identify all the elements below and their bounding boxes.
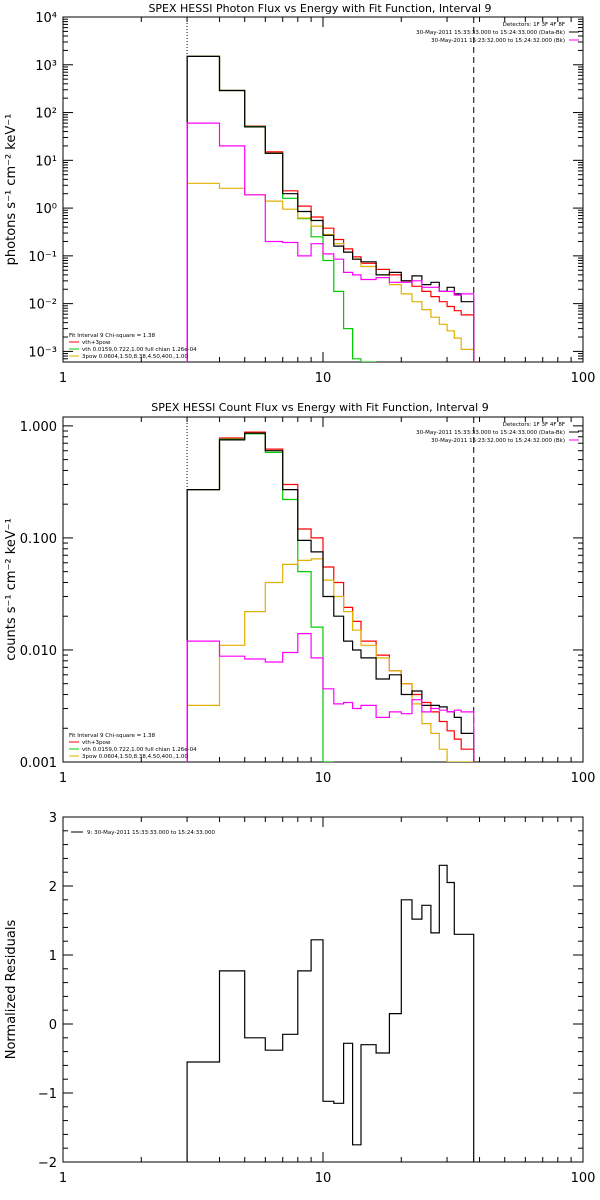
y-tick-label: 0	[49, 1018, 57, 1033]
legend-bottom-entry: Fit Interval 9 Chi-square = 1.38	[69, 333, 156, 339]
legend-top-entry: Detectors: 1F 3F 4F 8F	[503, 422, 565, 428]
series-line-4	[186, 122, 475, 362]
panel-photon-flux: SPEX HESSI Photon Flux vs Energy with Fi…	[4, 2, 595, 386]
y-tick-label: 10⁴	[35, 11, 57, 26]
x-tick-label: 10	[315, 1171, 332, 1186]
series-group	[186, 431, 475, 762]
series-group	[186, 55, 475, 362]
legend-bottom-entry: vth+3pow	[82, 340, 111, 346]
legend-bottom-entry: vth+3pow	[82, 740, 111, 746]
y-tick-label: 10¹	[35, 154, 57, 169]
legend-top-entry: 30-May-2011 15:23:32.000 to 15:24:32.000…	[431, 38, 565, 44]
y-tick-label: 10³	[35, 59, 57, 74]
series-group	[186, 864, 475, 1162]
legend-bottom-entry: vth 0.0159,0.722,1.00 full chian 1.26e-0…	[82, 347, 197, 353]
legend-bottom-entry: 3pow 0.0604,1.50,8.38,4.50,400.,1.00	[82, 354, 188, 360]
panel-count-flux: SPEX HESSI Count Flux vs Energy with Fit…	[4, 401, 595, 786]
series-line-2	[186, 558, 474, 762]
y-tick-label: 1.000	[20, 420, 57, 435]
y-tick-label: 2	[49, 880, 57, 895]
x-tick-label: 1	[59, 771, 67, 786]
x-tick-label: 10	[315, 771, 332, 786]
legend-top-entry: 30-May-2011 15:33:33.000 to 15:24:33.000…	[416, 430, 565, 436]
y-tick-label: −2	[38, 1156, 57, 1171]
x-tick-label: 100	[571, 1171, 596, 1186]
y-tick-label: 0.100	[20, 532, 57, 547]
series-line-1	[186, 433, 334, 762]
y-tick-label: 10⁻¹	[28, 250, 57, 265]
y-axis-label: Normalized Residuals	[4, 920, 19, 1060]
y-tick-label: 3	[49, 811, 57, 826]
series-line-4	[186, 633, 475, 762]
series-line-2	[186, 182, 475, 362]
x-tick-label: 10	[315, 371, 332, 386]
y-tick-label: 10⁻³	[28, 345, 57, 360]
chart-title: SPEX HESSI Count Flux vs Energy with Fit…	[151, 401, 488, 414]
legend-top-entry: 9: 30-May-2011 15:33:33.000 to 15:24:33.…	[87, 830, 216, 836]
x-tick-label: 1	[59, 1171, 67, 1186]
legend-top-entry: Detectors: 1F 3F 4F 8F	[503, 22, 565, 28]
legend-bottom-entry: 3pow 0.0604,1.50,8.38,4.50,400.,1.00	[82, 754, 188, 760]
series-line-1	[186, 55, 377, 362]
legend-bottom-entry: Fit Interval 9 Chi-square = 1.38	[69, 733, 156, 739]
legend-top-entry: 30-May-2011 15:33:33.000 to 15:24:33.000…	[416, 30, 565, 36]
x-tick-label: 100	[571, 771, 596, 786]
y-tick-label: 1	[49, 949, 57, 964]
panel-residuals: 1 10 100 −2 −1 0 1 2 3 Normalized Residuals 9: 30-…	[4, 811, 595, 1186]
y-axis-label: photons s⁻¹ cm⁻² keV⁻¹	[4, 114, 19, 266]
y-tick-label: 10²	[35, 107, 57, 122]
chart-title: SPEX HESSI Photon Flux vs Energy with Fi…	[148, 2, 491, 15]
y-tick-label: 10⁻²	[28, 298, 57, 313]
legend-top-entry: 30-May-2011 15:23:32.000 to 15:24:32.000…	[431, 438, 565, 444]
series-line-3	[186, 432, 475, 762]
y-tick-label: 0.001	[20, 756, 57, 771]
y-tick-label: 0.010	[20, 644, 57, 659]
y-axis-label: counts s⁻¹ cm⁻² keV⁻¹	[4, 518, 19, 661]
series-line-0	[186, 864, 475, 1162]
y-tick-label: 10⁰	[35, 202, 57, 217]
legend-bottom-entry: vth 0.0159,0.722,1.00 full chian 1.26e-0…	[82, 747, 197, 753]
y-tick-label: −1	[38, 1087, 57, 1102]
x-tick-label: 1	[59, 371, 67, 386]
x-tick-label: 100	[571, 371, 596, 386]
plot-frame	[62, 16, 584, 363]
